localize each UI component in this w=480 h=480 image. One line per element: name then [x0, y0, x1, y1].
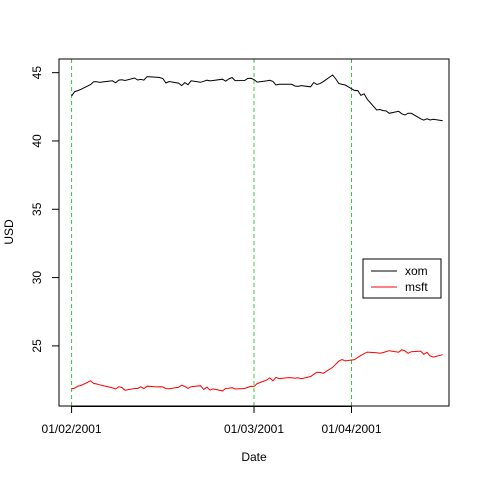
y-tick-label: 35 — [30, 202, 44, 216]
series-line-xom — [71, 74, 443, 122]
legend-box — [362, 258, 442, 299]
x-tick-label: 01/03/2001 — [224, 422, 284, 436]
legend-label-xom: xom — [405, 264, 428, 278]
x-axis: 01/02/2001 01/03/2001 01/04/2001 — [42, 406, 382, 436]
y-axis-label: USD — [2, 219, 16, 245]
y-tick-label: 25 — [30, 339, 44, 353]
x-axis-label: Date — [241, 450, 267, 464]
reference-lines — [71, 59, 352, 406]
series-lines — [71, 74, 443, 392]
series-line-msft — [71, 349, 443, 392]
y-tick-label: 45 — [30, 66, 44, 80]
x-tick-label: 01/02/2001 — [42, 422, 102, 436]
legend: xom msft — [362, 258, 442, 299]
y-tick-label: 40 — [30, 134, 44, 148]
x-tick-label: 01/04/2001 — [321, 422, 381, 436]
y-axis: 25 30 35 40 45 — [30, 66, 59, 353]
y-tick-label: 30 — [30, 271, 44, 285]
legend-label-msft: msft — [405, 280, 428, 294]
